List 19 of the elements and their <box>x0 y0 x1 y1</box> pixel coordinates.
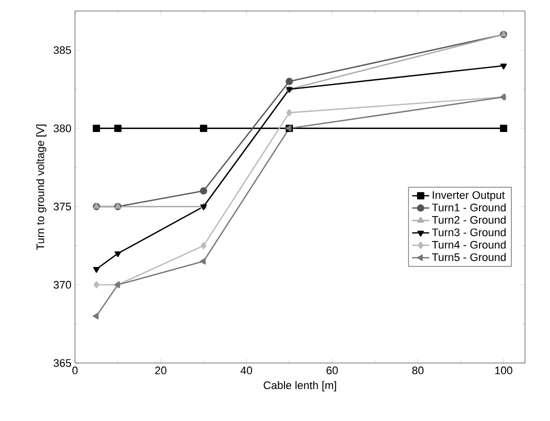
x-tick-label: 40 <box>240 366 252 374</box>
legend-label: Turn4 - Ground <box>432 240 506 249</box>
x-tick-label: 0 <box>72 366 78 374</box>
x-axis-title: Cable lenth [m] <box>264 381 336 392</box>
y-tick-label: 370 <box>54 280 72 289</box>
x-tick-label: 60 <box>326 366 338 374</box>
y-tick-label: 375 <box>54 202 72 210</box>
legend-label: Inverter Output <box>432 191 505 202</box>
y-tick-label: 385 <box>54 46 72 54</box>
legend-label: Turn1 - Ground <box>432 203 506 212</box>
legend-label: Turn3 - Ground <box>432 228 506 236</box>
x-tick-label: 20 <box>155 366 166 374</box>
y-tick-label: 380 <box>54 124 72 132</box>
x-tick-label: 100 <box>495 366 512 374</box>
legend-label: Turn5 - Ground <box>432 253 506 262</box>
y-axis-title: Turn to ground voltage [V] <box>36 124 46 250</box>
legend-label: Turn2 - Ground <box>432 216 506 224</box>
y-tick-label: 365 <box>54 359 72 367</box>
x-tick-label: 80 <box>412 366 424 374</box>
